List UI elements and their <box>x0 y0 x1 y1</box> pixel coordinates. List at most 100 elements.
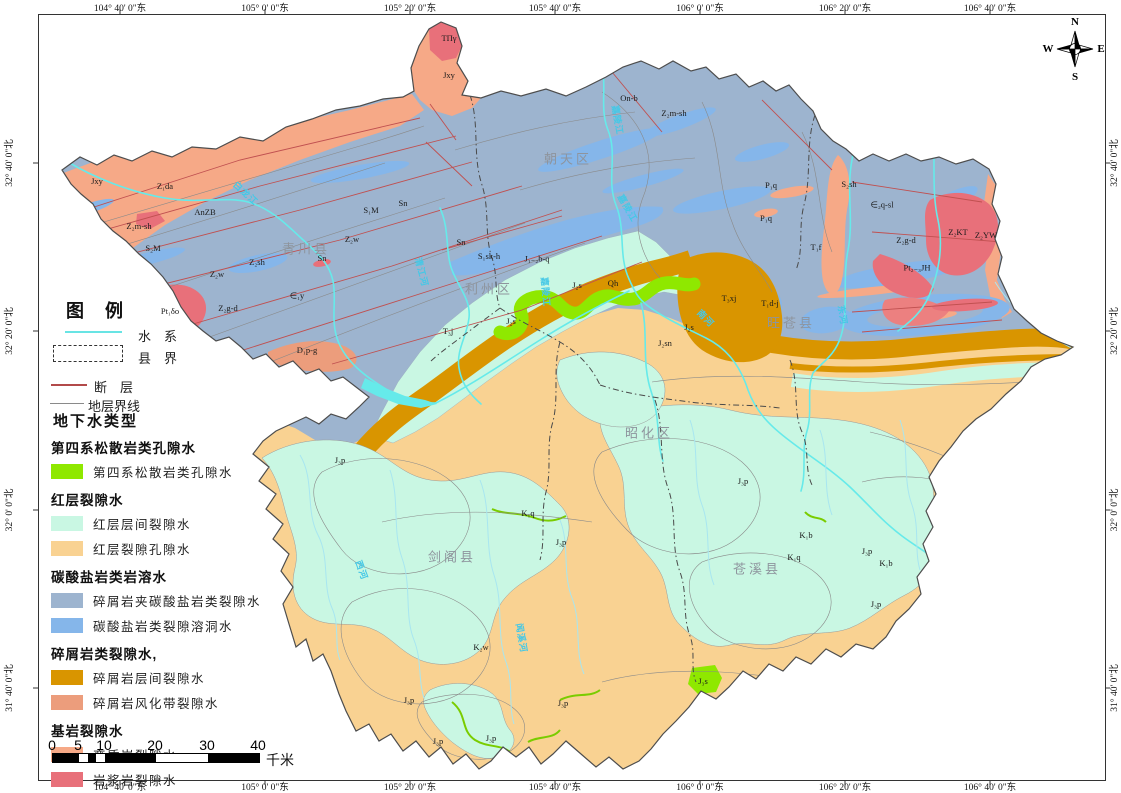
coordinate-label-left: 31° 40' 0"北 <box>5 664 15 712</box>
legend-item: 碳酸盐岩类裂隙溶洞水 <box>51 616 281 635</box>
legend-item-label: 岩浆岩裂隙水 <box>93 774 178 788</box>
zone-redbed-interbed-south <box>261 351 937 759</box>
geologic-unit-label: T₃xj <box>721 293 737 303</box>
legend-item: 碎屑岩夹碳酸盐岩类裂隙水 <box>51 591 281 610</box>
coordinate-label-right: 32° 20' 0"北 <box>1110 307 1120 355</box>
geologic-unit-label: TΠγ <box>441 33 457 43</box>
geologic-unit-label: Jxy <box>91 176 103 186</box>
geologic-unit-label: K₂w <box>473 642 489 652</box>
county-label: 昭化区 <box>624 425 674 441</box>
legend-swatch <box>51 618 83 633</box>
zone-magmatic-tip <box>429 22 462 61</box>
geologic-unit-label: Pt₁δo <box>160 306 180 316</box>
legend-swatch <box>51 516 83 531</box>
coordinate-label-right: 32° 40' 0"北 <box>1110 139 1120 187</box>
geologic-unit-label: J₃p <box>870 599 882 609</box>
geologic-unit-label: ∈₁y <box>289 290 305 301</box>
geologic-unit-label: Z₂w <box>344 234 360 244</box>
geologic-unit-label: J₃p <box>334 455 346 465</box>
geologic-unit-label: Jxy <box>443 70 455 80</box>
quaternary-streaks <box>451 508 827 753</box>
legend-item-label: 碎屑岩夹碳酸盐岩类裂隙水 <box>93 595 262 609</box>
legend-swatch <box>51 670 83 685</box>
geologic-unit-label: J₃p <box>485 733 497 743</box>
coordinate-label-left: 32° 0' 0"北 <box>5 488 15 532</box>
water-system-line-swatch <box>65 331 122 333</box>
geologic-unit-label: On-b <box>620 93 638 103</box>
legend-item: 红层层间裂隙水 <box>51 514 281 533</box>
geologic-unit-label: Z₂m-sh <box>661 108 687 118</box>
geologic-unit-label: Pt₂₋₃JH <box>903 262 931 273</box>
geologic-unit-label: J₂sn <box>658 338 672 348</box>
geologic-unit-label: S₁M <box>363 205 379 215</box>
geologic-unit-label: J₃p <box>861 546 873 556</box>
coordinate-label-bottom: 105° 0' 0"东 <box>241 783 289 793</box>
legend-item: 碎屑岩风化带裂隙水 <box>51 693 281 712</box>
county-label: 苍溪县 <box>732 561 782 577</box>
scale-tick: 10 <box>96 737 112 753</box>
legend-swatch <box>51 695 83 710</box>
scale-unit: 千米 <box>266 754 294 769</box>
geologic-unit-label: Z₂g-d <box>896 235 916 245</box>
compass-label: W <box>1042 43 1054 55</box>
legend-item-label: 碎屑岩风化带裂隙水 <box>93 697 220 711</box>
geologic-unit-label: P₁q <box>760 213 772 223</box>
geologic-unit-label: Qh <box>607 278 619 288</box>
geologic-unit-label: K₁q <box>787 552 801 562</box>
county-label: 剑阁县 <box>427 549 477 565</box>
scale-tick: 30 <box>199 737 215 753</box>
legend-swatch <box>51 464 83 479</box>
legend-item-label: 碳酸盐岩类裂隙溶洞水 <box>93 620 234 634</box>
legend-item-label: 第四系松散岩类孔隙水 <box>93 466 234 480</box>
legend-item: 碎屑岩层间裂隙水 <box>51 668 281 687</box>
zone-magmatic-east <box>872 192 999 326</box>
geologic-unit-label: T₁d-j <box>761 298 779 308</box>
legend-item-label: 红层裂隙孔隙水 <box>93 543 192 557</box>
geologic-unit-label: J₃p <box>432 736 444 746</box>
coordinate-label-right: 32° 0' 0"北 <box>1110 488 1120 532</box>
geologic-unit-label: J₃p <box>557 698 569 708</box>
legend-group-header: 基岩裂隙水 <box>51 724 124 739</box>
coordinate-label-left: 32° 40' 0"北 <box>5 139 15 187</box>
geologic-unit-label: T₁f <box>810 242 822 252</box>
geologic-unit-label: Z₂g-d <box>218 303 238 313</box>
geologic-unit-label: S₁sk-h <box>477 251 501 261</box>
county-boundaries <box>429 94 816 683</box>
river-label: 嘉陵江 <box>539 276 552 308</box>
county-label: 利州区 <box>464 281 514 297</box>
geologic-unit-label: Z₂sh <box>249 257 265 267</box>
geologic-unit-label: Z₁da <box>156 181 174 191</box>
scale-bar-graphic <box>52 753 260 763</box>
coordinate-label-bottom: 105° 20' 0"东 <box>383 783 437 793</box>
legend-item-label: 碎屑岩层间裂隙水 <box>93 672 206 686</box>
legend-line-label: 地层界线 <box>88 399 141 414</box>
scale-tick: 5 <box>74 737 82 753</box>
compass-label: N <box>1071 16 1079 28</box>
geologic-unit-label: S₂M <box>145 243 161 253</box>
scale-tick: 20 <box>147 737 163 753</box>
coordinate-label-bottom: 106° 20' 0"东 <box>818 783 872 793</box>
geologic-unit-label: J₂s <box>684 322 694 332</box>
region-boundary <box>61 21 1075 770</box>
legend-line-label: 水 系 <box>138 329 178 344</box>
map-frame <box>38 14 1106 781</box>
legend-group-header: 第四系松散岩类孔隙水 <box>51 441 196 456</box>
coordinate-label-left: 32° 20' 0"北 <box>5 307 15 355</box>
geologic-unit-label: ∈₂q-sl <box>870 199 894 210</box>
geologic-unit-label: T₃j <box>442 326 454 336</box>
geologic-unit-label: S₂sh <box>841 179 857 189</box>
legend-item-label: 红层层间裂隙水 <box>93 518 192 532</box>
legend-line-label: 断 层 <box>94 380 134 395</box>
geologic-unit-label: Sn <box>456 237 466 247</box>
compass-label: S <box>1071 71 1079 83</box>
legend-group-header: 碎屑岩类裂隙水, <box>51 647 158 662</box>
legend-line-label: 县 界 <box>138 351 178 366</box>
coordinate-label-top: 106° 0' 0"东 <box>676 4 724 14</box>
geologic-unit-label: J₃p <box>737 476 749 486</box>
stratum-line-swatch <box>50 403 84 404</box>
zone-clastic-blob <box>677 252 783 363</box>
geologic-unit-label: J₁₋₂b-q <box>524 253 550 264</box>
geologic-unit-label: Z₂w <box>209 269 225 279</box>
coordinate-label-top: 105° 40' 0"东 <box>528 4 582 14</box>
